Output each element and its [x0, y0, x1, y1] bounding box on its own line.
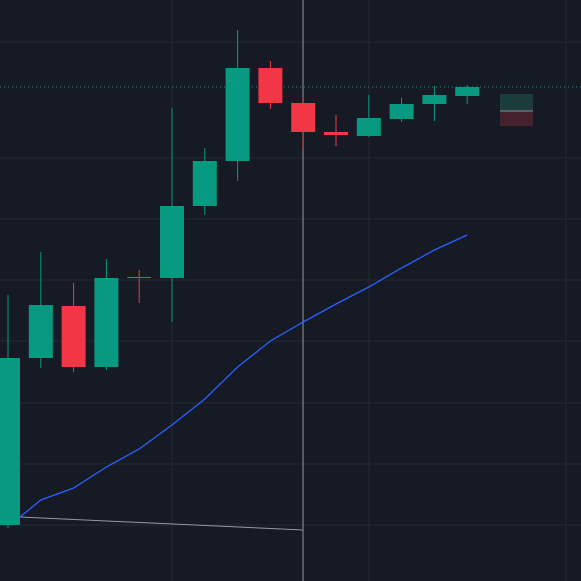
candle-body: [258, 68, 283, 103]
candle-body: [160, 206, 184, 278]
candle-body: [61, 306, 86, 367]
candle-body: [291, 103, 316, 132]
profit-zone: [500, 94, 533, 111]
candle-body: [225, 68, 250, 161]
candle-body: [389, 104, 414, 119]
candle-body: [455, 87, 480, 96]
candle-body: [356, 118, 381, 136]
candle-body: [324, 132, 348, 135]
candle-body: [28, 305, 53, 358]
candle-body: [94, 278, 119, 367]
trend-line: [19, 516, 304, 531]
marks: [0, 30, 480, 528]
candle-body: [0, 358, 20, 525]
candle-body: [422, 95, 447, 104]
moving-average: [19, 234, 468, 518]
candle-body: [127, 277, 152, 278]
loss-zone: [500, 111, 533, 126]
candle-body: [192, 161, 217, 206]
